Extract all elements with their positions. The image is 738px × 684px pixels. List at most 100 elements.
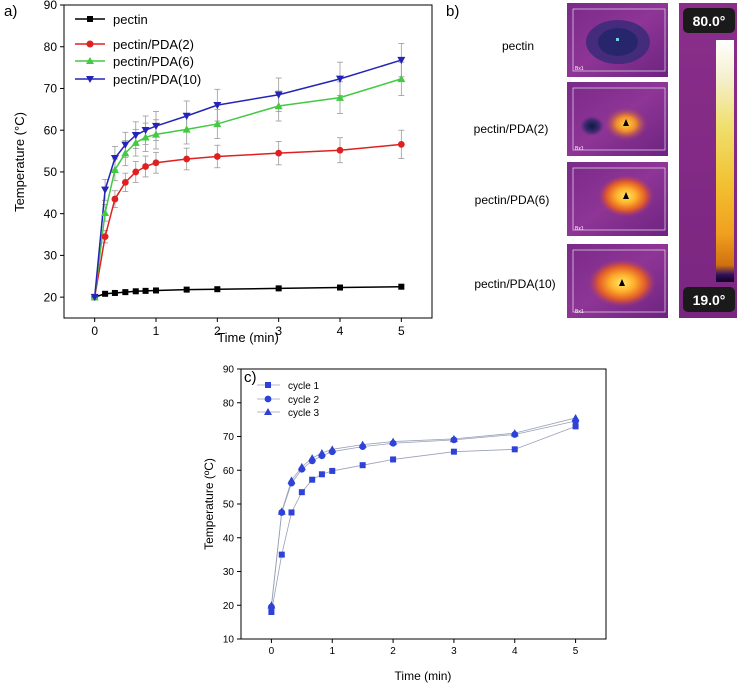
- cycle-3-point: [571, 413, 580, 422]
- pectin-pda-10-point: [141, 127, 150, 135]
- legend-entry-pda2: pectin/PDA(2): [75, 37, 194, 52]
- cycle-1-point: [288, 509, 295, 516]
- chart-a-xtick-label: 1: [153, 324, 160, 338]
- pectin-pda-2-point: [183, 155, 191, 163]
- legend-label-cycle-1: cycle 1: [288, 381, 320, 392]
- pectin-point: [102, 290, 109, 297]
- legend-marker-pda2: [86, 40, 94, 48]
- cycle-3-point: [449, 434, 458, 443]
- cycle-1-point: [268, 609, 275, 615]
- pectin-pda-10-point: [110, 154, 119, 163]
- thermal-label-pda6: pectin/PDA(6): [475, 193, 550, 207]
- chart-c-xlabel: Time (min): [395, 669, 452, 683]
- pectin-pda-2-point: [111, 195, 119, 203]
- legend-entry-cycle-2: cycle 2: [257, 395, 320, 406]
- pectin-pda-6-point: [213, 119, 222, 128]
- cycle-2-line: [271, 420, 576, 607]
- frame-tag: Bx1: [575, 309, 584, 315]
- cycle-1-point: [450, 448, 457, 455]
- pectin-point: [337, 284, 343, 291]
- cycle-3-point: [267, 601, 276, 609]
- chart-a-xlabel: Time (min): [217, 330, 279, 345]
- pectin-point: [142, 287, 149, 294]
- cycle-3-point: [297, 462, 306, 471]
- legend-marker-pda6: [86, 57, 94, 64]
- pectin-pda-6-point: [101, 208, 110, 217]
- thermal-label-pda2: pectin/PDA(2): [474, 122, 549, 136]
- legend-marker-pectin: [87, 16, 93, 22]
- legend-entry-pda10: pectin/PDA(10): [75, 72, 201, 87]
- chart-c-legend: cycle 1 cycle 2 cycle 3: [257, 381, 320, 419]
- pectin-pda-6-point: [274, 101, 283, 110]
- chart-a-ytick-label: 80: [44, 40, 58, 54]
- legend-entry-cycle-3: cycle 3: [257, 408, 320, 419]
- pectin-pda-6-point: [336, 93, 344, 101]
- chart-a: 0 1 2 3 4 5 20 30 40 50 60 70 80 90 Time (min) Temper…: [12, 0, 433, 345]
- thermal-image-panel: pectin pectin/PDA(2) pectin/PDA(6) pecti…: [474, 3, 737, 318]
- thermal-image-pda10: Bx1: [567, 244, 668, 318]
- pectin-pda-2-point: [132, 168, 140, 176]
- chart-c-ytick-label: 90: [223, 365, 235, 376]
- chart-a-xtick-label: 2: [214, 324, 221, 338]
- pectin-pda-10-point: [121, 141, 130, 149]
- legend-marker-cycle-2: [264, 395, 272, 403]
- chart-a-xtick-label: 3: [275, 324, 282, 338]
- legend-marker-cycle-1: [265, 382, 271, 388]
- chart-a-ytick-label: 90: [44, 0, 58, 12]
- chart-c-xtick-label: 5: [573, 646, 579, 657]
- chart-c-xtick-label: 3: [451, 646, 457, 657]
- chart-c-ytick-label: 80: [223, 398, 235, 409]
- chart-c-ytick-label: 20: [223, 601, 235, 612]
- pectin-pda-2-point: [397, 140, 405, 148]
- pectin-point: [214, 286, 221, 293]
- pectin-pda-10-point: [101, 186, 110, 194]
- pectin-pda-10-line: [93, 59, 402, 298]
- pectin-pda-10-point: [182, 112, 191, 121]
- cycle-1-point: [390, 456, 397, 463]
- pectin-pda-10-point: [213, 101, 222, 110]
- cycle-3-point: [317, 449, 326, 457]
- chart-a-ytick-label: 50: [44, 165, 58, 179]
- cycle-1-point: [278, 551, 285, 558]
- cycle-1-point: [318, 471, 325, 478]
- pectin-line: [94, 285, 402, 298]
- cycle-1-line: [271, 426, 576, 613]
- pectin-pda-2-point: [142, 163, 149, 170]
- pectin-point: [275, 285, 282, 292]
- chart-c-ytick-label: 50: [223, 500, 235, 511]
- panel-label-c: c): [244, 369, 257, 386]
- thermal-image-pda2: Bx1: [567, 82, 668, 156]
- chart-a-ytick-label: 20: [44, 290, 58, 304]
- cycle-3-point: [358, 440, 367, 448]
- legend-label-pda6: pectin/PDA(6): [113, 54, 194, 69]
- cycle-3-point: [389, 437, 398, 445]
- pectin-pda-2-line: [93, 143, 402, 298]
- pectin-pda-10-point: [336, 75, 344, 83]
- pectin-pda-10-point: [152, 122, 160, 131]
- cycle-3-point: [287, 476, 296, 484]
- cycle-3-point: [510, 429, 519, 437]
- chart-a-xtick-label: 5: [398, 324, 405, 338]
- chart-c-xtick-label: 2: [390, 646, 396, 657]
- temperature-scale: 80.0° 19.0°: [679, 3, 737, 318]
- scale-max-label: 80.0°: [693, 13, 726, 29]
- pectin-pda-6-point: [182, 125, 191, 133]
- pectin-pda-2-point: [101, 233, 109, 241]
- legend-entry-pda6: pectin/PDA(6): [75, 54, 194, 69]
- cycle-1-point: [359, 462, 366, 469]
- pectin-point: [183, 286, 190, 293]
- pectin-pda-2-point: [152, 159, 160, 167]
- cycle-3-point: [328, 445, 337, 453]
- chart-c-xtick-label: 4: [512, 646, 518, 657]
- legend-entry-cycle-1: cycle 1: [257, 381, 320, 392]
- pectin-pda-6-point: [121, 149, 130, 157]
- chart-c-ylabel: Temperature (ºC): [202, 458, 216, 550]
- pectin-pda-10-point: [90, 293, 99, 302]
- cycle-3-point: [277, 507, 286, 515]
- chart-c-ytick-label: 30: [223, 567, 235, 578]
- cycle-3-point: [308, 454, 317, 462]
- scale-gradient: [716, 40, 734, 282]
- chart-a-ytick-label: 30: [44, 249, 58, 263]
- chart-a-xtick-label: 4: [337, 324, 344, 338]
